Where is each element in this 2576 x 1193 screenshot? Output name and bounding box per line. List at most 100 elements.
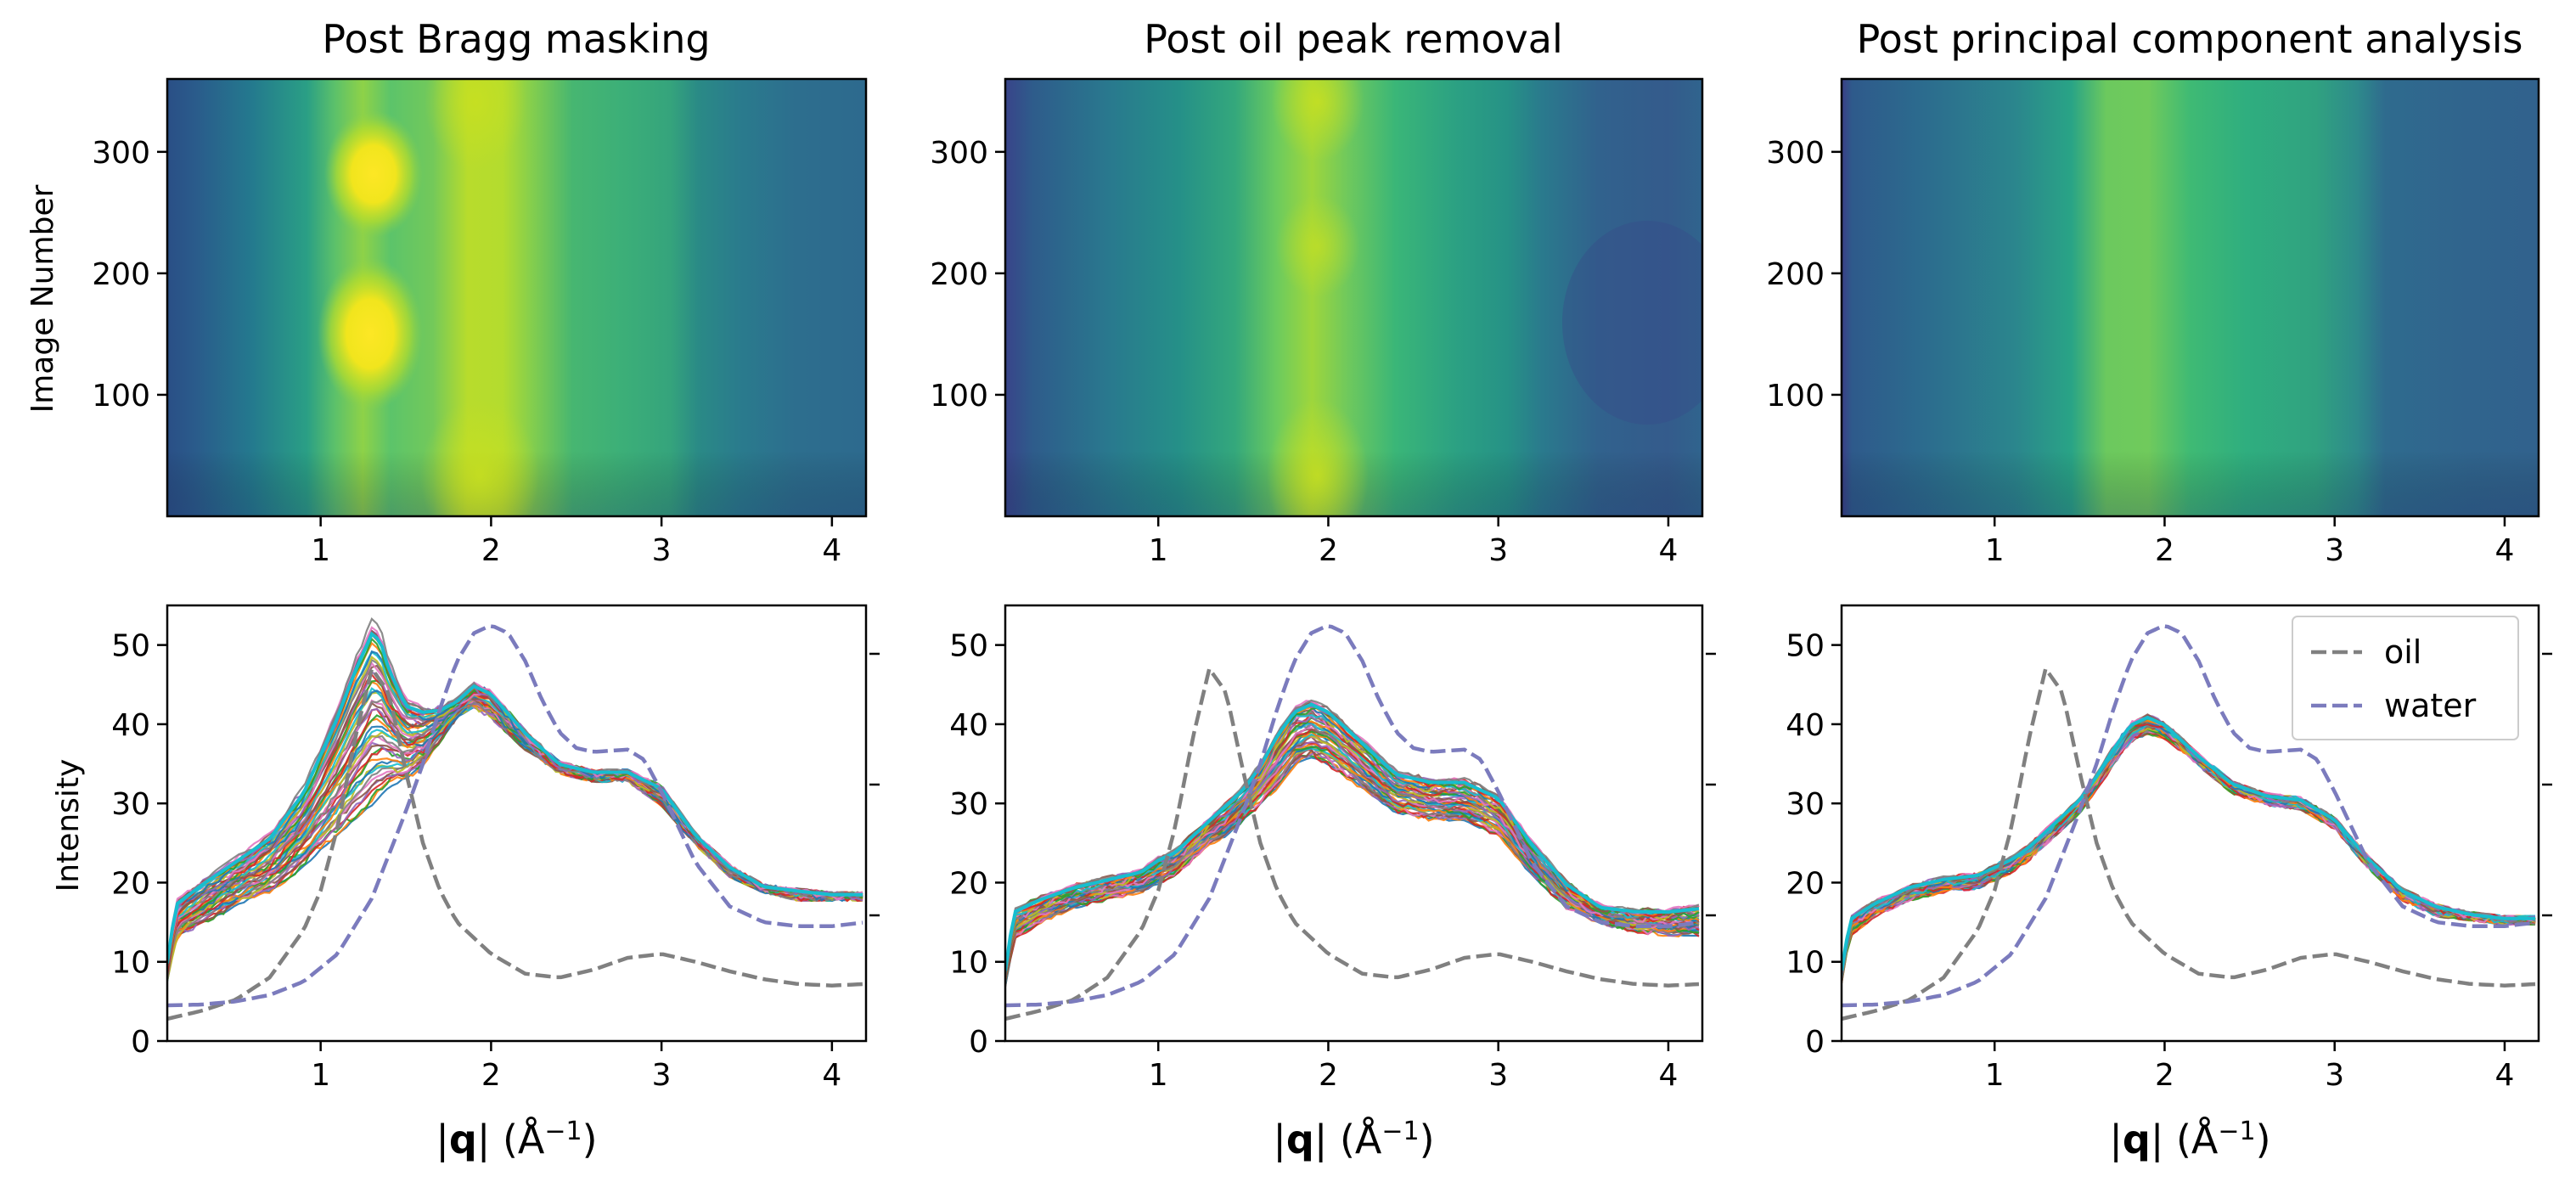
heatmap-ylabel: Image Number (25, 184, 60, 413)
xlabel: |q| (Å−1) (436, 1117, 597, 1163)
image-curve (1842, 720, 2536, 973)
image-curve (1842, 728, 2536, 978)
image-curve (1005, 721, 1700, 978)
y-tick-label: 300 (1766, 136, 1825, 171)
x-tick-label: 1 (1985, 1058, 2005, 1093)
image-curve (1842, 720, 2536, 971)
image-curve (1842, 718, 2536, 975)
bragg-spot-upper (324, 110, 423, 238)
y-tick-label: 20 (111, 866, 150, 901)
image-curve (1005, 720, 1700, 976)
x-tick-label: 4 (2494, 533, 2514, 568)
y-tick-label: 300 (92, 136, 150, 171)
x-tick-label: 4 (822, 1058, 841, 1093)
image-curve (1842, 725, 2536, 976)
x-tick-label: 1 (1149, 533, 1168, 568)
image-curve (1842, 720, 2536, 971)
image-curve (1005, 748, 1700, 984)
image-curve (1842, 723, 2536, 975)
image-curve (167, 629, 863, 962)
x-tick-label: 2 (1319, 1058, 1338, 1093)
image-curve (1005, 721, 1700, 976)
image-curve (1842, 731, 2536, 984)
image-curve (1842, 727, 2536, 981)
image-curve (1842, 723, 2536, 978)
y-tick-label: 100 (1766, 379, 1825, 414)
axes-frame (166, 604, 868, 1043)
x-tick-label: 3 (652, 1058, 672, 1093)
y-tick-label: 30 (949, 787, 988, 822)
y-tick-label: 10 (111, 946, 150, 981)
y-tick-label: 300 (930, 136, 988, 171)
y-tick-label: 0 (131, 1025, 150, 1060)
x-tick-label: 2 (481, 1058, 501, 1093)
legend-oil-label: oil (2384, 633, 2421, 671)
image-curve (1842, 733, 2536, 984)
image-curve (1005, 748, 1700, 988)
water-reference-line (1005, 623, 1700, 1008)
image-curve (1005, 708, 1700, 971)
image-curve (1842, 725, 2536, 978)
x-tick-label: 1 (1149, 1058, 1168, 1093)
y-tick-label: 50 (111, 629, 150, 664)
heatmap-panel-1 (167, 79, 866, 516)
axes-frame (1004, 77, 1704, 518)
y-tick-label: 20 (1786, 866, 1825, 901)
image-curve (1842, 732, 2535, 983)
image-curve (167, 629, 863, 963)
line-panel-1 (167, 617, 863, 1021)
image-curve (1005, 742, 1700, 982)
image-curve (167, 650, 863, 961)
image-curve (1842, 722, 2536, 978)
x-tick-label: 2 (2155, 533, 2174, 568)
y-tick-label: 40 (111, 708, 150, 743)
image-curve (1842, 723, 2536, 977)
image-curve (1842, 721, 2536, 977)
x-tick-label: 3 (1488, 1058, 1508, 1093)
image-curve (1842, 724, 2536, 981)
image-curve (1005, 754, 1700, 985)
image-curve (1842, 726, 2536, 979)
image-curve (1005, 747, 1700, 985)
axes-frame (1004, 604, 1704, 1043)
x-tick-label: 3 (652, 533, 672, 568)
x-tick-label: 2 (481, 533, 501, 568)
x-tick-label: 1 (311, 533, 330, 568)
y-tick-label: 10 (1786, 946, 1825, 981)
x-tick-label: 3 (2325, 533, 2344, 568)
panel-title-3: Post principal component analysis (1857, 16, 2523, 62)
image-curve-last (1842, 715, 2535, 971)
x-tick-label: 1 (311, 1058, 330, 1093)
axes-frame (166, 77, 868, 518)
image-curve (1842, 719, 2536, 971)
y-tick-label: 0 (1805, 1025, 1825, 1060)
image-curve (1842, 724, 2536, 977)
image-curve (1842, 723, 2536, 975)
image-curve (1842, 724, 2536, 976)
image-curve-last (167, 631, 863, 964)
image-curve (1842, 728, 2536, 979)
lineplot-ylabel: Intensity (51, 759, 86, 892)
y-tick-label: 40 (949, 708, 988, 743)
line-panel-2 (1005, 623, 1700, 1021)
y-tick-label: 20 (949, 866, 988, 901)
y-tick-label: 100 (92, 379, 150, 414)
x-tick-label: 1 (1985, 533, 2005, 568)
image-curve (1842, 726, 2536, 980)
image-curve (1842, 729, 2536, 982)
image-curve (167, 626, 863, 963)
axes-frame (1840, 604, 2540, 1043)
x-tick-label: 4 (1658, 533, 1678, 568)
panel-title-2: Post oil peak removal (1144, 16, 1563, 62)
xlabel: |q| (Å−1) (1273, 1117, 1434, 1163)
legend: oil water (2292, 616, 2519, 740)
y-tick-label: 200 (1766, 257, 1825, 292)
oil-reference-line (167, 664, 863, 1021)
heatmap-panel-3 (1842, 79, 2539, 516)
x-tick-label: 4 (1658, 1058, 1678, 1093)
y-tick-label: 10 (949, 946, 988, 981)
image-curve (1005, 720, 1700, 979)
y-tick-label: 200 (930, 257, 988, 292)
bragg-spot-lower (318, 257, 423, 410)
